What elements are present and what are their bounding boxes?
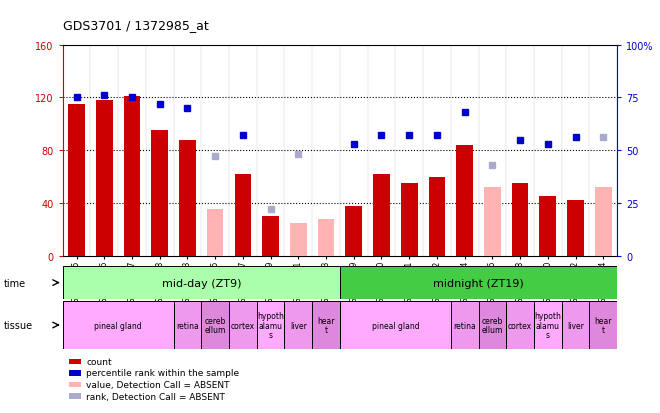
Bar [373, 174, 390, 256]
Text: midnight (ZT19): midnight (ZT19) [433, 278, 524, 288]
Bar [207, 210, 224, 256]
Bar [340, 266, 617, 299]
Bar [63, 266, 340, 299]
Bar [484, 188, 501, 256]
Text: retina: retina [176, 321, 199, 330]
Bar [123, 97, 141, 256]
Text: hypoth
alamu
s: hypoth alamu s [257, 311, 284, 339]
Bar [428, 177, 446, 256]
Bar [456, 145, 473, 256]
Bar [96, 101, 113, 256]
Text: liver: liver [567, 321, 584, 330]
Text: time: time [3, 278, 26, 288]
Bar [201, 301, 229, 349]
Bar [262, 216, 279, 256]
Text: GDS3701 / 1372985_at: GDS3701 / 1372985_at [63, 19, 209, 31]
Bar [174, 301, 201, 349]
Text: hear
t: hear t [317, 316, 335, 335]
Bar [312, 301, 340, 349]
Text: percentile rank within the sample: percentile rank within the sample [86, 368, 240, 377]
Bar [151, 131, 168, 256]
Text: mid-day (ZT9): mid-day (ZT9) [162, 278, 241, 288]
Bar [567, 201, 584, 256]
Bar [257, 301, 284, 349]
Text: retina: retina [453, 321, 476, 330]
Bar [284, 301, 312, 349]
Text: hear
t: hear t [595, 316, 612, 335]
Bar [506, 301, 534, 349]
Text: pineal gland: pineal gland [94, 321, 142, 330]
Text: rank, Detection Call = ABSENT: rank, Detection Call = ABSENT [86, 392, 225, 401]
Bar [562, 301, 589, 349]
Text: cereb
ellum: cereb ellum [205, 316, 226, 335]
Text: pineal gland: pineal gland [372, 321, 419, 330]
Bar [68, 104, 85, 256]
Text: tissue: tissue [3, 320, 32, 330]
Bar [478, 301, 506, 349]
Text: value, Detection Call = ABSENT: value, Detection Call = ABSENT [86, 380, 230, 389]
Bar [512, 184, 529, 256]
Bar [179, 140, 196, 256]
Bar [595, 188, 612, 256]
Bar [451, 301, 478, 349]
Bar [234, 174, 251, 256]
Bar [401, 184, 418, 256]
Text: cortex: cortex [508, 321, 532, 330]
Bar [589, 301, 617, 349]
Text: liver: liver [290, 321, 307, 330]
Bar [534, 301, 562, 349]
Text: cortex: cortex [231, 321, 255, 330]
Text: hypoth
alamu
s: hypoth alamu s [535, 311, 561, 339]
Bar [290, 223, 307, 256]
Bar [539, 197, 556, 256]
Bar [345, 206, 362, 256]
Bar [340, 301, 451, 349]
Bar [317, 219, 335, 256]
Text: cereb
ellum: cereb ellum [482, 316, 503, 335]
Bar [63, 301, 174, 349]
Bar [229, 301, 257, 349]
Text: count: count [86, 357, 112, 366]
